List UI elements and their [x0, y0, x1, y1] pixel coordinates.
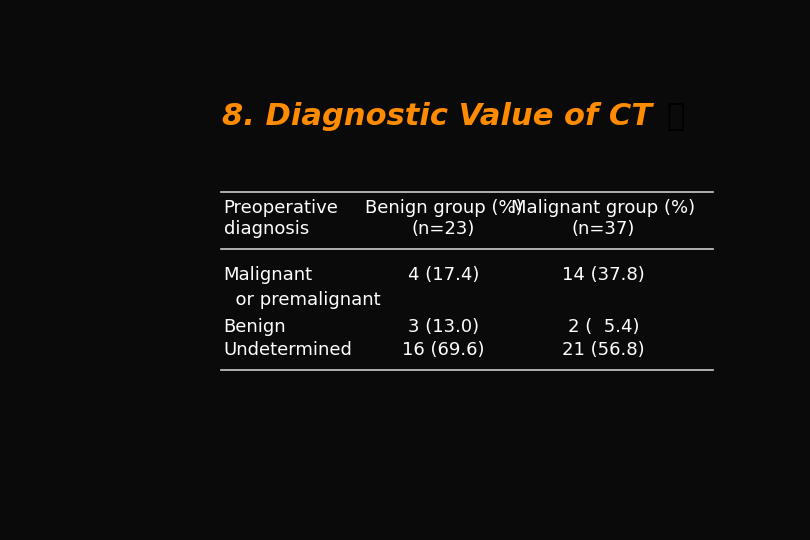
- Text: Malignant: Malignant: [224, 266, 313, 284]
- Text: Undetermined: Undetermined: [224, 341, 352, 359]
- Text: Malignant group (%): Malignant group (%): [511, 199, 696, 217]
- Text: Preoperative: Preoperative: [224, 199, 339, 217]
- Text: 🌍: 🌍: [667, 102, 684, 131]
- Text: or premalignant: or premalignant: [224, 291, 380, 309]
- Text: 21 (56.8): 21 (56.8): [562, 341, 645, 359]
- Text: 2 (  5.4): 2 ( 5.4): [568, 318, 639, 336]
- Text: Benign: Benign: [224, 318, 286, 336]
- Text: (n=37): (n=37): [572, 220, 635, 238]
- Text: (n=23): (n=23): [411, 220, 475, 238]
- Text: 8. Diagnostic Value of CT: 8. Diagnostic Value of CT: [222, 102, 652, 131]
- Text: diagnosis: diagnosis: [224, 220, 309, 238]
- Text: 14 (37.8): 14 (37.8): [562, 266, 645, 284]
- Text: 4 (17.4): 4 (17.4): [407, 266, 479, 284]
- Text: 16 (69.6): 16 (69.6): [402, 341, 484, 359]
- Text: 3 (13.0): 3 (13.0): [407, 318, 479, 336]
- Text: Benign group (%): Benign group (%): [364, 199, 522, 217]
